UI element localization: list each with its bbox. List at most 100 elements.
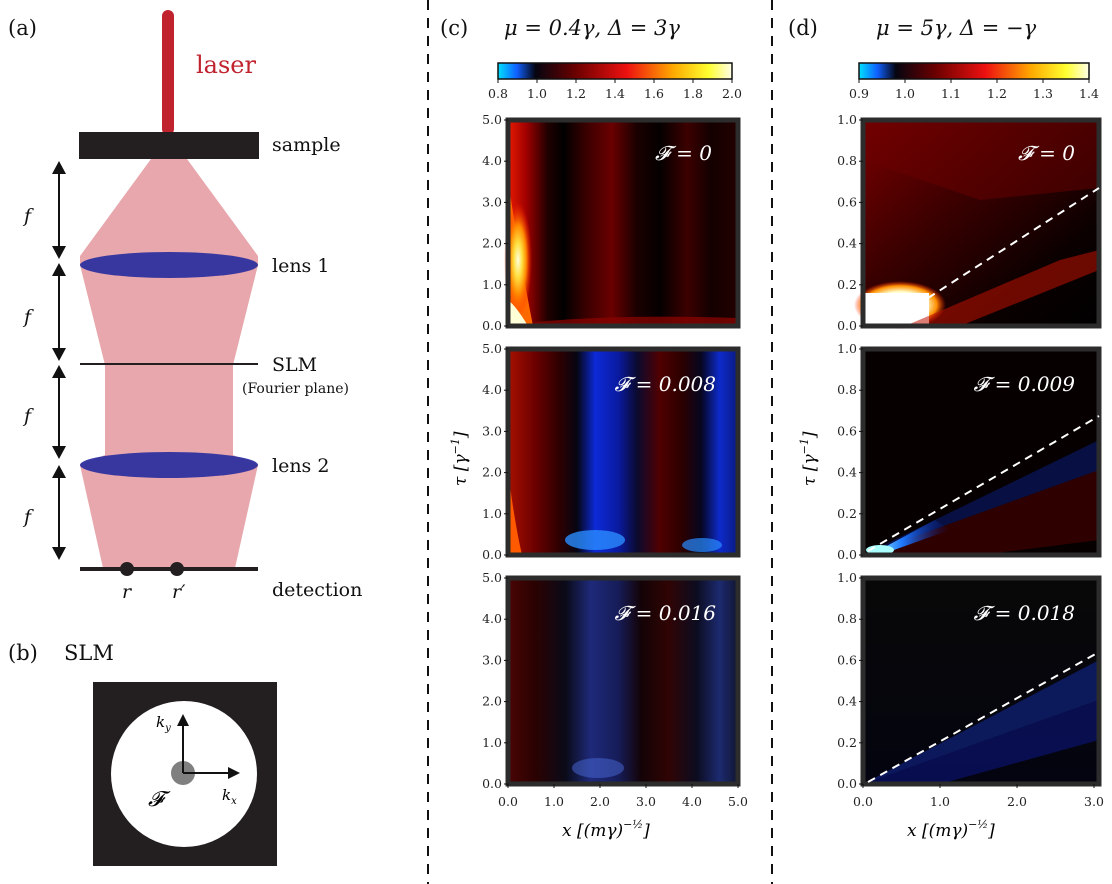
x-tick-label: 2.0: [1007, 794, 1027, 809]
detector-point-r: [120, 562, 134, 576]
y-tick-label: 4.0: [482, 153, 502, 168]
y-tick-label: 0.6: [837, 652, 857, 667]
detector-point-r-prime: [170, 562, 184, 576]
panel-d-xlabel: x [(mγ)−½]: [907, 818, 995, 841]
colorbar-tick-label: 0.9: [849, 86, 869, 101]
colorbar-tick-label: 1.4: [1079, 86, 1099, 101]
x-tick-label: 1.0: [544, 794, 564, 809]
colorbar-tick-label: 1.3: [1033, 86, 1053, 101]
slm-label: SLM: [272, 354, 317, 376]
panel-d-annotation-1: 𝓕 = 0: [1018, 141, 1075, 165]
panel-d-annotation-2: 𝓕 = 0.009: [974, 372, 1076, 396]
panel-d-heatmap-1: 𝓕 = 0: [854, 117, 1102, 329]
x-tick-label: 0.0: [498, 794, 518, 809]
panel-b: (b) SLM ky kx 𝓕: [8, 641, 277, 866]
panel-d-x-ticks: 0.0 1.0 2.0 3.0: [853, 784, 1104, 809]
y-tick-label: 0.4: [837, 465, 857, 480]
panel-d-heatmap-3: 𝓕 = 0.018: [860, 575, 1102, 787]
panel-d-ylabel: τ [γ−1]: [798, 431, 820, 486]
x-tick-label: 1.0: [930, 794, 950, 809]
panel-c-annotation-3: 𝓕 = 0.016: [615, 601, 717, 625]
colorbar-tick-label: 1.1: [941, 86, 961, 101]
y-tick-label: 5.0: [482, 570, 502, 585]
x-tick-label: 4.0: [682, 794, 702, 809]
lens-1-label: lens 1: [272, 255, 329, 277]
y-tick-label: 0.6: [837, 423, 857, 438]
panel-c-heatmap-3: 𝓕 = 0.016: [505, 575, 741, 787]
detection-label: detection: [272, 579, 362, 601]
panel-c-ylabel: τ [γ−1]: [449, 431, 471, 486]
ky-label: ky: [156, 713, 171, 734]
y-tick-label: 0.8: [837, 611, 857, 626]
panel-c-annotation-1: 𝓕 = 0: [655, 141, 712, 165]
focal-arrows: [52, 161, 66, 560]
y-tick-label: 0.4: [837, 694, 857, 709]
lens-2-label: lens 2: [272, 455, 329, 477]
kx-label: kx: [222, 786, 237, 807]
colorbar-tick-label: 1.2: [987, 86, 1007, 101]
panel-c-x-ticks: 0.0 1.0 2.0 3.0 4.0 5.0: [498, 784, 748, 809]
focal-label-1: f: [22, 205, 34, 227]
panel-d-letter: (d): [788, 16, 818, 40]
panel-d-title: μ = 5γ, Δ = −γ: [876, 16, 1037, 40]
lens-1: [80, 252, 258, 278]
x-tick-label: 3.0: [1084, 794, 1104, 809]
x-tick-label: 3.0: [636, 794, 656, 809]
panel-c-xlabel: x [(mγ)−½]: [562, 818, 650, 841]
panel-c: (c) μ = 0.4γ, Δ = 3γ 0.8 1.0 1.2 1.4 1.6 1.8 2…: [440, 16, 748, 841]
y-tick-label: 0.8: [837, 382, 857, 397]
x-tick-label: 5.0: [728, 794, 748, 809]
panel-c-colorbar-ticks: 0.8 1.0 1.2 1.4 1.6 1.8 2.0: [488, 79, 742, 101]
y-tick-label: 1.0: [837, 341, 857, 356]
fourier-plane-label: (Fourier plane): [242, 381, 349, 397]
y-tick-label: 1.0: [837, 112, 857, 127]
colorbar-tick-label: 1.4: [605, 86, 625, 101]
y-tick-label: 3.0: [482, 652, 502, 667]
colorbar-tick-label: 1.8: [683, 86, 703, 101]
k-axes: [177, 714, 240, 779]
y-tick-label: 0.8: [837, 153, 857, 168]
panel-d-y-ticks: 0.0 0.2 0.4 0.6 0.8 1.0 0.0 0.2 0.4 0.6 0.8 1.0 0.0 0…: [837, 112, 863, 791]
y-tick-label: 2.0: [482, 694, 502, 709]
y-tick-label: 1.0: [482, 277, 502, 292]
x-tick-label: 0.0: [853, 794, 873, 809]
colorbar-tick-label: 1.6: [644, 86, 664, 101]
y-tick-label: 0.2: [837, 735, 857, 750]
y-tick-label: 0.0: [837, 318, 857, 333]
panel-d: (d) μ = 5γ, Δ = −γ 0.9 1.0 1.1 1.2 1.3 1.4 𝓕 …: [788, 16, 1104, 841]
panel-d-heatmap-2: 𝓕 = 0.009: [860, 346, 1102, 558]
panel-d-colorbar-ticks: 0.9 1.0 1.1 1.2 1.3 1.4: [849, 79, 1099, 101]
panel-c-y-ticks: 0.0 1.0 2.0 3.0 4.0 5.0 0.0 1.0 2.0 3.0 4.0 5.0 0.0 1…: [482, 112, 508, 791]
panel-c-letter: (c): [440, 16, 468, 40]
colorbar-tick-label: 0.8: [488, 86, 508, 101]
y-tick-label: 5.0: [482, 112, 502, 127]
panel-c-annotation-2: 𝓕 = 0.008: [615, 372, 717, 396]
y-tick-label: 0.2: [837, 277, 857, 292]
r-label: r: [122, 581, 133, 603]
y-tick-label: 4.0: [482, 382, 502, 397]
y-tick-label: 1.0: [837, 570, 857, 585]
panel-a: (a) laser sample lens 1 SLM (Fourier pla…: [8, 10, 362, 603]
y-tick-label: 3.0: [482, 423, 502, 438]
y-tick-label: 0.0: [482, 547, 502, 562]
beam-lower: [80, 455, 258, 568]
y-tick-label: 0.4: [837, 236, 857, 251]
colorbar-tick-label: 1.0: [527, 86, 547, 101]
y-tick-label: 1.0: [482, 506, 502, 521]
laser-beam: [162, 10, 174, 135]
focal-label-2: f: [22, 306, 34, 328]
y-tick-label: 5.0: [482, 341, 502, 356]
panel-d-colorbar: [858, 62, 1090, 80]
sample-plate: [79, 132, 259, 159]
colorbar-tick-label: 1.2: [566, 86, 586, 101]
y-tick-label: 1.0: [482, 735, 502, 750]
panel-c-heatmap-2: 𝓕 = 0.008: [505, 346, 741, 558]
lens-2: [80, 452, 258, 478]
laser-label: laser: [196, 51, 257, 79]
y-tick-label: 0.0: [482, 318, 502, 333]
y-tick-label: 4.0: [482, 611, 502, 626]
r-prime-label: r′: [172, 581, 186, 603]
panel-b-title: SLM: [64, 641, 114, 665]
focal-label-4: f: [22, 506, 34, 528]
